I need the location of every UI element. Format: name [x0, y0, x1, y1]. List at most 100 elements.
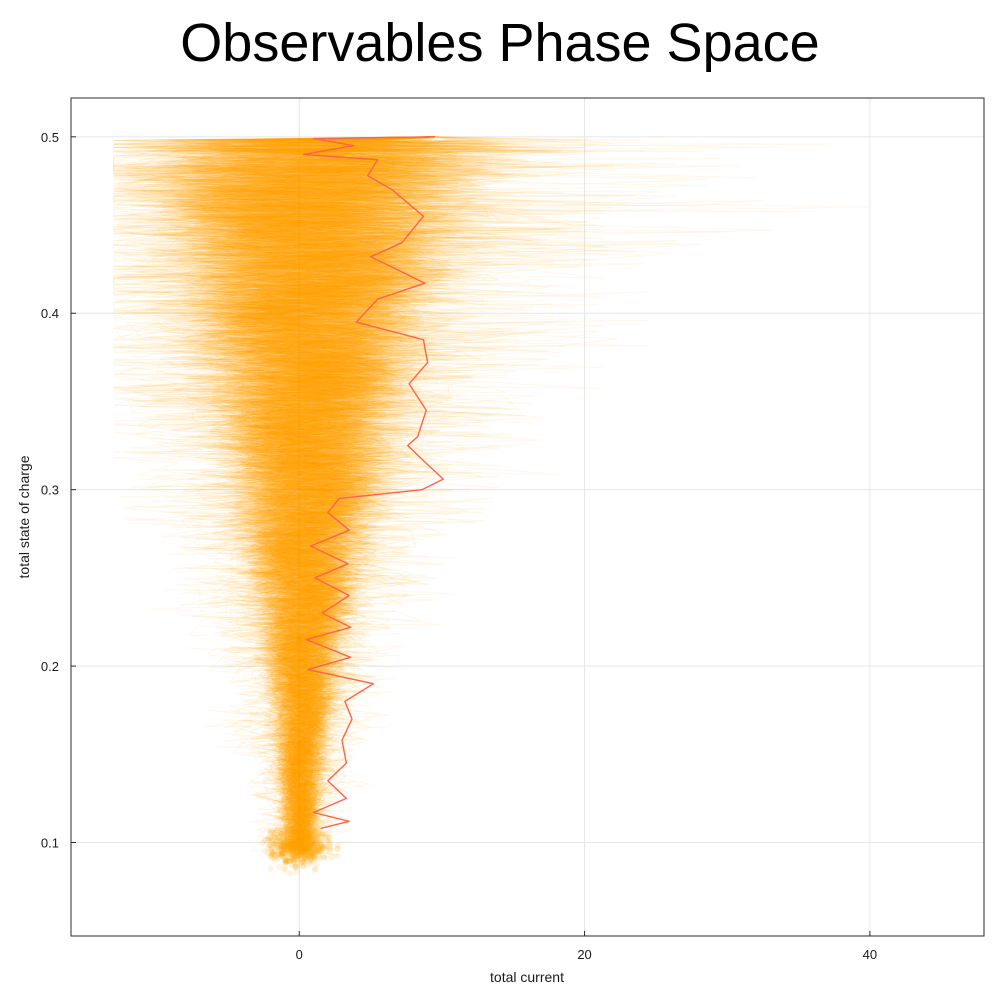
ensemble-trajectory — [113, 136, 449, 850]
ensemble-trajectory — [186, 136, 579, 852]
ensemble-trajectory — [113, 136, 619, 850]
ensemble-density-point — [293, 843, 300, 849]
ensemble-trajectory — [113, 136, 436, 856]
ensemble-density-point — [304, 832, 311, 839]
ensemble-density-point — [318, 838, 325, 845]
ensemble-density-point — [290, 846, 296, 853]
ensemble-trajectory — [147, 136, 468, 855]
ensemble-trajectory — [137, 136, 478, 856]
ensemble-trajectory — [153, 136, 435, 858]
ensemble-trajectory — [184, 136, 452, 855]
ensemble-trajectory — [113, 136, 581, 861]
ensemble-trajectory — [144, 136, 470, 859]
ensemble-density-point — [297, 849, 304, 856]
ensemble-density-point — [325, 834, 332, 841]
ensemble-density-point — [300, 834, 306, 841]
ensemble-density-point — [272, 848, 279, 855]
ensemble-trajectory — [186, 136, 462, 850]
ensemble-trajectory — [153, 136, 457, 849]
ensemble-density-point — [310, 848, 317, 855]
ensemble-trajectory — [167, 136, 474, 854]
ensemble-density-point — [293, 829, 300, 835]
ensemble-density-point — [308, 833, 315, 840]
ensemble-trajectory — [165, 136, 435, 858]
x-tick-label: 0 — [296, 947, 303, 962]
ensemble-density-point — [308, 827, 315, 834]
ensemble-trajectory — [152, 136, 485, 851]
ensemble-density-point — [265, 849, 272, 856]
ensemble-density-point — [289, 840, 296, 847]
ensemble-trajectory — [145, 136, 503, 849]
ensemble-density-point — [303, 832, 310, 839]
ensemble-density-point — [327, 839, 334, 846]
ensemble-density-point — [280, 850, 286, 857]
ensemble-density-point — [305, 849, 312, 856]
y-tick-label: 0.3 — [41, 483, 59, 498]
ensemble-trajectory — [128, 136, 444, 859]
ensemble-density-point — [288, 848, 295, 855]
ensemble-density-point — [286, 835, 293, 841]
ensemble-density-point — [286, 857, 293, 864]
ensemble-trajectory — [156, 136, 462, 855]
ensemble-density-point — [309, 836, 316, 843]
ensemble-density-point — [281, 839, 288, 846]
ensemble-trajectory — [175, 136, 470, 850]
ensemble-trajectory — [163, 136, 447, 849]
ensemble-trajectory — [169, 136, 435, 853]
ensemble-density-point — [304, 838, 311, 845]
ensemble-density-point — [270, 849, 277, 856]
ensemble-density-point — [299, 846, 306, 853]
ensemble-density-point — [278, 837, 285, 844]
ensemble-trajectory — [163, 136, 456, 853]
ensemble-trajectory — [151, 136, 462, 857]
ensemble-density-point — [317, 830, 324, 836]
ensemble-trajectory — [130, 136, 561, 855]
ensemble-density-point — [286, 850, 293, 857]
ensemble-trajectory — [113, 136, 460, 854]
ensemble-trajectory — [167, 136, 515, 849]
ensemble-density-point — [288, 838, 295, 845]
ensemble-density-point — [312, 849, 319, 856]
ensemble-trajectory — [113, 136, 774, 851]
ensemble-trajectory — [144, 136, 467, 855]
ensemble-density-point — [291, 864, 298, 870]
ensemble-trajectory — [131, 136, 531, 852]
ensemble-density-point — [284, 827, 291, 834]
ensemble-trajectory — [186, 136, 486, 854]
ensemble-trajectory — [197, 136, 495, 854]
ensemble-density-point — [278, 850, 285, 857]
ensemble-density-point — [292, 840, 299, 847]
ensemble-density-point — [269, 836, 276, 843]
ensemble-trajectory — [113, 136, 680, 860]
ensemble-density-point — [278, 853, 285, 860]
ensemble-trajectory — [188, 136, 458, 857]
ensemble-trajectory — [206, 136, 486, 849]
ensemble-density-point — [271, 833, 278, 840]
ensemble-trajectory — [129, 136, 435, 855]
ensemble-trajectory — [170, 136, 435, 853]
ensemble-trajectory — [113, 136, 456, 850]
ensemble-density-point — [301, 847, 308, 854]
ensemble-trajectory — [114, 136, 442, 849]
ensemble-trajectory — [144, 136, 465, 852]
ensemble-trajectory — [176, 136, 512, 846]
ensemble-density-point — [301, 855, 308, 862]
ensemble-trajectory — [163, 136, 466, 853]
ensemble-density-point — [290, 830, 297, 837]
ensemble-series — [112, 136, 868, 877]
ensemble-density-point — [310, 850, 316, 857]
ensemble-density-point — [269, 838, 276, 845]
ensemble-trajectory — [157, 136, 475, 853]
ensemble-density-point — [291, 860, 298, 867]
ensemble-density-point — [286, 839, 293, 846]
ensemble-trajectory — [153, 136, 464, 851]
ensemble-trajectory — [132, 136, 499, 857]
ensemble-trajectory — [183, 136, 472, 850]
ensemble-density-point — [292, 856, 299, 863]
ensemble-density-point — [294, 840, 301, 847]
ensemble-trajectory — [168, 136, 481, 853]
ensemble-trajectory — [182, 136, 445, 854]
ensemble-density-point — [299, 842, 306, 849]
ensemble-density-point — [267, 865, 274, 872]
